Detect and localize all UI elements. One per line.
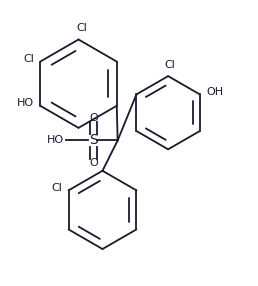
Text: HO: HO — [47, 136, 64, 146]
Text: Cl: Cl — [164, 60, 175, 70]
Text: HO: HO — [17, 98, 34, 108]
Text: Cl: Cl — [23, 54, 34, 64]
Text: O: O — [89, 113, 98, 123]
Text: OH: OH — [206, 87, 223, 97]
Text: S: S — [89, 134, 98, 148]
Text: O: O — [89, 158, 98, 168]
Text: Cl: Cl — [77, 23, 88, 33]
Text: Cl: Cl — [51, 183, 62, 193]
